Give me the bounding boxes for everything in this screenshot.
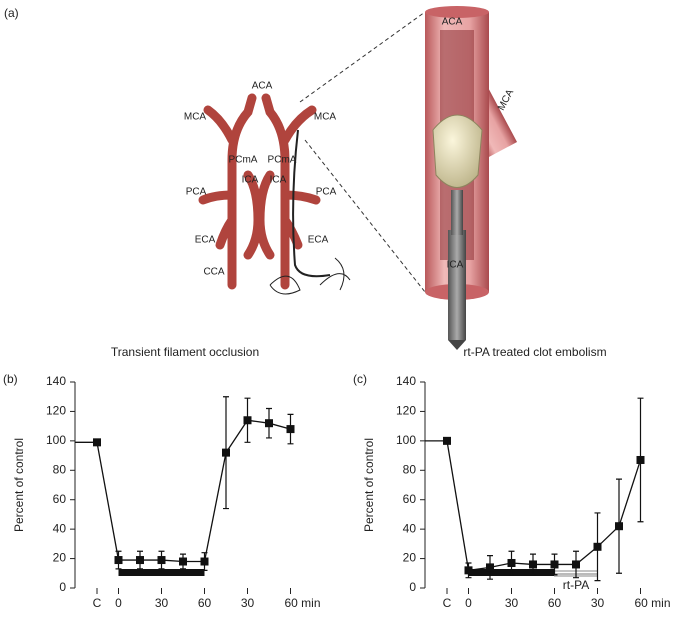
data-point [136,556,144,565]
label: PCA [316,187,337,198]
data-point [464,566,473,575]
label: MCA [184,112,207,123]
x-tick-label: 30 [155,596,169,610]
label: ICA [447,260,464,271]
data-point [286,425,295,434]
data-point [593,542,602,551]
y-tick-label: 20 [403,551,417,565]
chart: (b) Transient filament occlusion Percent o… [3,345,321,610]
x-tick-label: 0 [115,596,122,610]
filament [292,129,331,278]
arteries [198,93,321,290]
data-point [636,455,645,464]
y-tick-label: 0 [409,580,416,594]
data-point [615,522,623,531]
x-tick-label: C [93,596,102,610]
vessel-top [425,6,489,18]
label: PCA [186,187,207,198]
x-tick-label: 60 min [634,596,670,610]
y-tick-label: 80 [53,462,67,476]
y-tick-label: 120 [396,404,416,418]
catheter [448,230,466,340]
panel-label: (a) [4,6,19,20]
x-tick-label: 30 [505,596,519,610]
x-tick-label: 60 [198,596,212,610]
data-point [572,560,580,569]
data-point [179,557,187,566]
x-tick-label: 30 [591,596,605,610]
data-point [529,560,537,569]
label: ICA [270,175,287,186]
label: ACA [252,81,273,92]
y-tick-label: 140 [396,374,416,388]
data-point [486,563,494,572]
chart: (c) rt-PA treated clot embolism Percent of… [353,345,671,610]
clot [432,114,483,188]
data-point [443,436,451,445]
data-point [507,558,516,567]
bar-label: rt-PA [563,578,589,592]
y-tick-label: 60 [403,492,417,506]
x-tick-label: 60 min [284,596,320,610]
label: MCA [314,112,337,123]
label: ECA [308,235,329,246]
y-tick-label: 100 [46,433,66,447]
x-tick-label: 60 [548,596,562,610]
data-point [265,419,273,428]
y-tick-label: 0 [59,580,66,594]
x-tick-label: 0 [465,596,472,610]
sutures [269,257,351,295]
data-line [446,440,642,572]
label: MCA [496,87,516,112]
panel-label: (c) [353,372,367,386]
filament-tip [451,190,463,235]
y-axis-label: Percent of control [362,438,376,532]
data-line [96,419,291,563]
label: PCmA [268,155,297,166]
x-tick-label: 30 [241,596,255,610]
data-point [243,416,252,425]
chart-title: Transient filament occlusion [111,345,259,359]
y-tick-label: 40 [403,521,417,535]
panel-a: (a) ACA MCA MCA PCmA PCmA ICA [4,6,518,350]
data-point [93,438,101,447]
y-tick-label: 40 [53,521,67,535]
y-tick-label: 80 [403,462,417,476]
panel-label: (b) [3,372,18,386]
label: PCmA [229,155,258,166]
data-point [114,556,123,565]
label: CCA [203,267,224,278]
chart-title: rt-PA treated clot embolism [463,345,606,359]
y-tick-label: 140 [46,374,66,388]
x-tick-label: C [443,596,452,610]
y-tick-label: 20 [53,551,67,565]
data-point [222,448,230,457]
catheter-tip [448,340,466,350]
zoom-line [299,11,426,103]
label: ACA [442,17,463,28]
y-tick-label: 60 [53,492,67,506]
y-tick-label: 100 [396,433,416,447]
label: ICA [242,175,259,186]
data-point [157,556,166,565]
zoom-line [304,139,426,293]
y-tick-label: 120 [46,404,66,418]
data-point [550,560,559,569]
data-point [200,557,209,566]
label: ECA [195,235,216,246]
treatment-bar [118,569,205,576]
y-axis-label: Percent of control [12,438,26,532]
